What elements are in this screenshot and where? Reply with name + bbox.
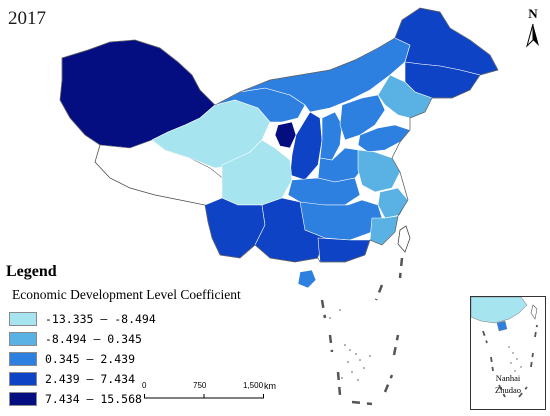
inset-label-line1: Nanhai xyxy=(495,373,521,383)
region-hebei xyxy=(339,94,386,141)
region-jiangsu-anhui xyxy=(357,149,401,193)
region-shanxi xyxy=(319,111,343,161)
legend-item: 2.439 — 7.434 xyxy=(9,370,156,388)
scale-bar-line xyxy=(144,394,264,399)
legend-label: 0.345 — 2.439 xyxy=(45,352,136,366)
scale-bar: 0 750 1,500 km xyxy=(140,381,290,411)
scale-tick-0: 0 xyxy=(142,381,147,390)
inset-map xyxy=(471,297,538,398)
legend-label: 7.434 — 15.568 xyxy=(45,392,142,406)
legend-item: -8.494 — 0.345 xyxy=(9,330,156,348)
legend-swatch xyxy=(9,372,37,386)
region-ningxia xyxy=(274,121,297,149)
region-shaanxi xyxy=(289,111,323,181)
legend-label: -8.494 — 0.345 xyxy=(45,332,142,346)
region-hainan xyxy=(297,269,317,289)
north-letter: N xyxy=(528,6,538,21)
legend-title: Legend xyxy=(6,263,57,280)
north-arrow: N xyxy=(522,6,544,50)
legend-swatch xyxy=(9,332,37,346)
maritime-boundary xyxy=(320,257,404,406)
legend: -13.335 — -8.494 -8.494 — 0.345 0.345 — … xyxy=(9,310,156,410)
legend-item: -13.335 — -8.494 xyxy=(9,310,156,328)
north-arrow-icon xyxy=(526,23,539,48)
region-fujian xyxy=(369,215,399,246)
south-china-sea-inset: Nanhai Zhudao xyxy=(470,296,546,410)
region-zhejiang xyxy=(377,187,409,219)
legend-swatch xyxy=(9,352,37,366)
south-sea-islands xyxy=(329,309,371,381)
scale-tick-750: 750 xyxy=(193,381,207,390)
year-label: 2017 xyxy=(8,8,46,29)
legend-label: -13.335 — -8.494 xyxy=(45,312,156,326)
legend-item: 0.345 — 2.439 xyxy=(9,350,156,368)
inset-label-line2: Zhudao xyxy=(495,385,521,395)
region-guangdong xyxy=(317,237,371,263)
scale-tick-1500: 1,500 xyxy=(243,381,264,390)
legend-subtitle: Economic Development Level Coefficient xyxy=(12,287,241,302)
region-hubei xyxy=(287,177,361,206)
legend-swatch xyxy=(9,392,37,406)
legend-swatch xyxy=(9,312,37,326)
region-taiwan xyxy=(397,225,411,253)
region-yunnan xyxy=(204,197,266,259)
scale-unit: km xyxy=(264,381,276,391)
legend-item: 7.434 — 15.568 xyxy=(9,390,156,408)
national-boundary xyxy=(59,7,499,263)
legend-label: 2.439 — 7.434 xyxy=(45,372,136,386)
